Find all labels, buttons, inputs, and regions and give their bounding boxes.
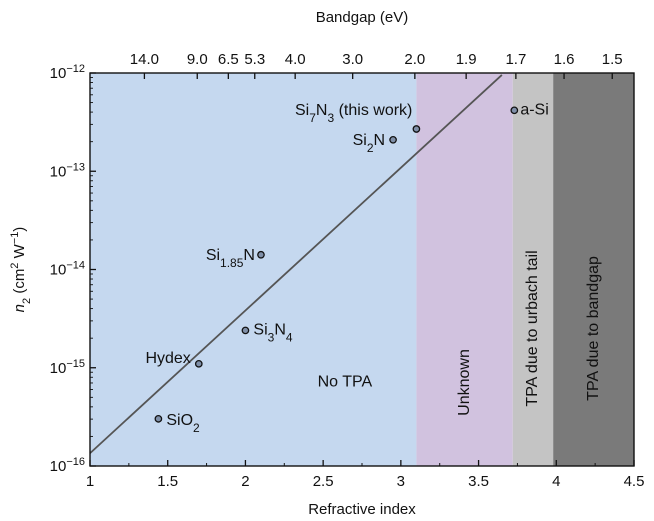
y-axis-title-unit-a: (cm <box>11 269 28 298</box>
point-label-a-si: a-Si <box>520 101 548 118</box>
y-axis-title-unit-sup2: −1 <box>9 232 21 245</box>
region-labels-layer: No TPA Unknown TPA due to urbach tail TPA d… <box>318 250 602 416</box>
top-tick-label-1-6: 1.6 <box>554 51 575 68</box>
top-tick-label-1-7: 1.7 <box>505 51 526 68</box>
axes-layer: 1 1.5 2 2.5 3 3.5 4 4.5 14.0 9.0 6.5 5.3 4.0 3.0 2.0 1.… <box>50 51 645 490</box>
y-tick-label-16: 10−16 <box>50 456 85 475</box>
point-label-si1-85n: Si1.85N <box>206 247 255 270</box>
top-tick-label-2-0: 2.0 <box>404 51 425 68</box>
region-no-tpa <box>90 73 417 466</box>
data-point-si3n4 <box>241 326 250 335</box>
y-tick-label-12: 10−12 <box>50 63 85 82</box>
data-point-si7n3-this-work <box>412 125 421 133</box>
point-label-si2n: Si2N <box>353 132 385 155</box>
top-tick-label-5-3: 5.3 <box>244 51 265 68</box>
top-tick-label-3-0: 3.0 <box>342 51 363 68</box>
y-axis-title-unit-c: ) <box>11 227 28 232</box>
top-tick-label-1-5: 1.5 <box>602 51 623 68</box>
fit-layer <box>89 74 503 454</box>
region-tpa-due-to-urbach-tail <box>512 73 554 466</box>
region-label-no-tpa: No TPA <box>318 374 373 391</box>
data-point-si1-85n <box>257 250 265 259</box>
y-axis-title-symbol: n <box>11 304 28 312</box>
top-tick-label-1-9: 1.9 <box>456 51 477 68</box>
region-label-unknown: Unknown <box>456 349 473 416</box>
data-point-a-si <box>510 106 519 115</box>
y-tick-label-13: 10−13 <box>50 161 85 180</box>
top-tick-label-14-0: 14.0 <box>130 51 159 68</box>
data-point-hydex <box>194 359 203 368</box>
y-axis-title-unit-sup1: 2 <box>9 263 21 269</box>
y-tick-label-15: 10−15 <box>50 358 85 377</box>
x-axis-title: Refractive index <box>308 501 416 518</box>
region-tpa-due-to-bandgap <box>553 73 634 466</box>
points-layer: SiO2 Hydex Si3N4 Si1.85N Si2N Si7N3 (this wor… <box>145 101 548 435</box>
top-axis-title: Bandgap (eV) <box>316 9 409 26</box>
top-tick-label-6-5: 6.5 <box>218 51 239 68</box>
point-label-sio2: SiO2 <box>166 412 200 435</box>
top-tick-label-9-0: 9.0 <box>187 51 208 68</box>
point-label-si7n3-this-work: Si7N3 (this work) <box>295 102 412 125</box>
x-tick-label-3-5: 3.5 <box>468 473 489 490</box>
x-tick-label-4-5: 4.5 <box>624 473 645 490</box>
y-tick-label-14: 10−14 <box>50 260 85 279</box>
x-tick-label-4: 4 <box>552 473 560 490</box>
region-label-tpa-due-to-bandgap: TPA due to bandgap <box>585 256 602 401</box>
x-tick-label-2: 2 <box>241 473 249 490</box>
x-tick-label-3: 3 <box>397 473 405 490</box>
y-axis-title: n2 (cm2 W−1) <box>9 227 33 313</box>
x-tick-label-2-5: 2.5 <box>313 473 334 490</box>
regions-layer <box>90 73 634 466</box>
fit-line <box>89 74 503 454</box>
data-point-si2n <box>389 135 397 144</box>
point-label-si3n4: Si3N4 <box>253 321 292 344</box>
x-tick-label-1: 1 <box>86 473 94 490</box>
top-tick-label-4-0: 4.0 <box>285 51 306 68</box>
data-point-sio2 <box>154 414 163 423</box>
region-label-tpa-due-to-urbach-tail: TPA due to urbach tail <box>524 250 541 406</box>
point-label-hydex: Hydex <box>145 350 190 367</box>
y-axis-title-subscript: 2 <box>21 298 33 304</box>
x-tick-label-1-5: 1.5 <box>157 473 178 490</box>
y-axis-title-unit-b: W <box>11 243 28 262</box>
